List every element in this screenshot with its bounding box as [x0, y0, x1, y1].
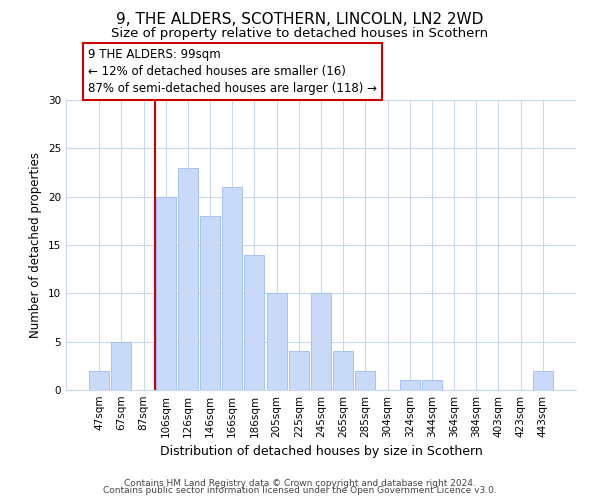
Bar	[200, 216, 220, 390]
Bar	[333, 352, 353, 390]
X-axis label: Distribution of detached houses by size in Scothern: Distribution of detached houses by size …	[160, 446, 482, 458]
Bar	[289, 352, 309, 390]
Bar	[244, 254, 265, 390]
Bar	[89, 370, 109, 390]
Bar	[178, 168, 198, 390]
Text: 9 THE ALDERS: 99sqm
← 12% of detached houses are smaller (16)
87% of semi-detach: 9 THE ALDERS: 99sqm ← 12% of detached ho…	[88, 48, 377, 95]
Bar	[222, 187, 242, 390]
Bar	[112, 342, 131, 390]
Text: Contains HM Land Registry data © Crown copyright and database right 2024.: Contains HM Land Registry data © Crown c…	[124, 478, 476, 488]
Bar	[422, 380, 442, 390]
Y-axis label: Number of detached properties: Number of detached properties	[29, 152, 43, 338]
Bar	[533, 370, 553, 390]
Bar	[156, 196, 176, 390]
Text: Size of property relative to detached houses in Scothern: Size of property relative to detached ho…	[112, 28, 488, 40]
Bar	[400, 380, 420, 390]
Bar	[266, 294, 287, 390]
Bar	[311, 294, 331, 390]
Bar	[355, 370, 376, 390]
Text: Contains public sector information licensed under the Open Government Licence v3: Contains public sector information licen…	[103, 486, 497, 495]
Text: 9, THE ALDERS, SCOTHERN, LINCOLN, LN2 2WD: 9, THE ALDERS, SCOTHERN, LINCOLN, LN2 2W…	[116, 12, 484, 28]
